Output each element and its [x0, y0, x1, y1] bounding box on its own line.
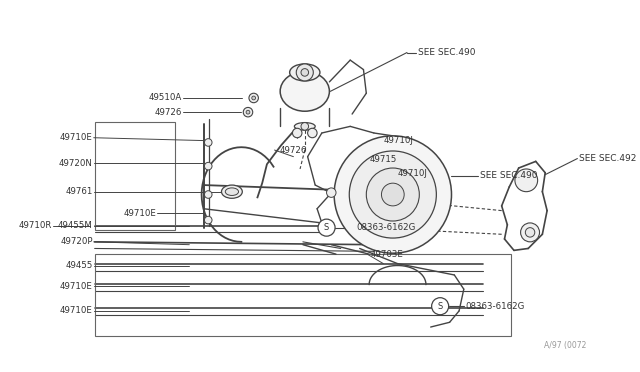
Circle shape: [381, 183, 404, 206]
Circle shape: [520, 223, 540, 242]
Text: 49710J: 49710J: [397, 169, 428, 178]
Text: 49455M: 49455M: [58, 221, 93, 230]
Bar: [95, 254, 511, 337]
Ellipse shape: [225, 188, 239, 195]
Text: SEE SEC.490: SEE SEC.490: [480, 171, 538, 180]
Circle shape: [246, 110, 250, 114]
Text: 49703E: 49703E: [371, 250, 404, 259]
Circle shape: [326, 188, 336, 198]
Circle shape: [525, 228, 535, 237]
Circle shape: [515, 169, 538, 192]
Circle shape: [301, 68, 308, 76]
Circle shape: [292, 128, 302, 138]
Text: 49726: 49726: [154, 108, 182, 117]
Ellipse shape: [280, 71, 330, 111]
Text: 08363-6162G: 08363-6162G: [466, 302, 525, 311]
Text: 49455: 49455: [65, 261, 93, 270]
Text: 49510A: 49510A: [148, 93, 182, 102]
Text: SEE SEC.490: SEE SEC.490: [419, 48, 476, 57]
Circle shape: [431, 298, 449, 315]
Circle shape: [349, 151, 436, 238]
Text: S: S: [438, 302, 443, 311]
Text: 49715: 49715: [369, 155, 397, 164]
Circle shape: [334, 136, 451, 253]
Text: 49710E: 49710E: [124, 209, 156, 218]
Circle shape: [252, 96, 255, 100]
Text: 49720N: 49720N: [59, 159, 93, 168]
Circle shape: [308, 128, 317, 138]
Text: 49761: 49761: [65, 187, 93, 196]
Text: 49710E: 49710E: [60, 133, 93, 142]
Circle shape: [204, 162, 212, 170]
Circle shape: [366, 168, 419, 221]
Ellipse shape: [290, 64, 320, 81]
Text: SEE SEC.492: SEE SEC.492: [579, 154, 637, 163]
Circle shape: [318, 219, 335, 236]
Ellipse shape: [319, 221, 328, 229]
Circle shape: [204, 216, 212, 224]
Circle shape: [204, 191, 212, 198]
Ellipse shape: [294, 123, 315, 130]
Circle shape: [301, 123, 308, 130]
Circle shape: [243, 108, 253, 117]
Bar: [95, 122, 175, 231]
Circle shape: [296, 64, 314, 81]
Circle shape: [204, 139, 212, 146]
Text: 49710R: 49710R: [19, 221, 52, 230]
Text: 49710E: 49710E: [60, 282, 93, 291]
Circle shape: [249, 93, 259, 103]
Text: 49720P: 49720P: [60, 237, 93, 246]
Text: A/97 (0072: A/97 (0072: [545, 341, 587, 350]
Text: 08363-6162G: 08363-6162G: [357, 223, 416, 232]
Text: 49726: 49726: [279, 145, 307, 154]
Text: S: S: [324, 223, 329, 232]
Ellipse shape: [221, 185, 243, 198]
Text: 49710E: 49710E: [60, 307, 93, 315]
Text: 49710J: 49710J: [383, 136, 413, 145]
